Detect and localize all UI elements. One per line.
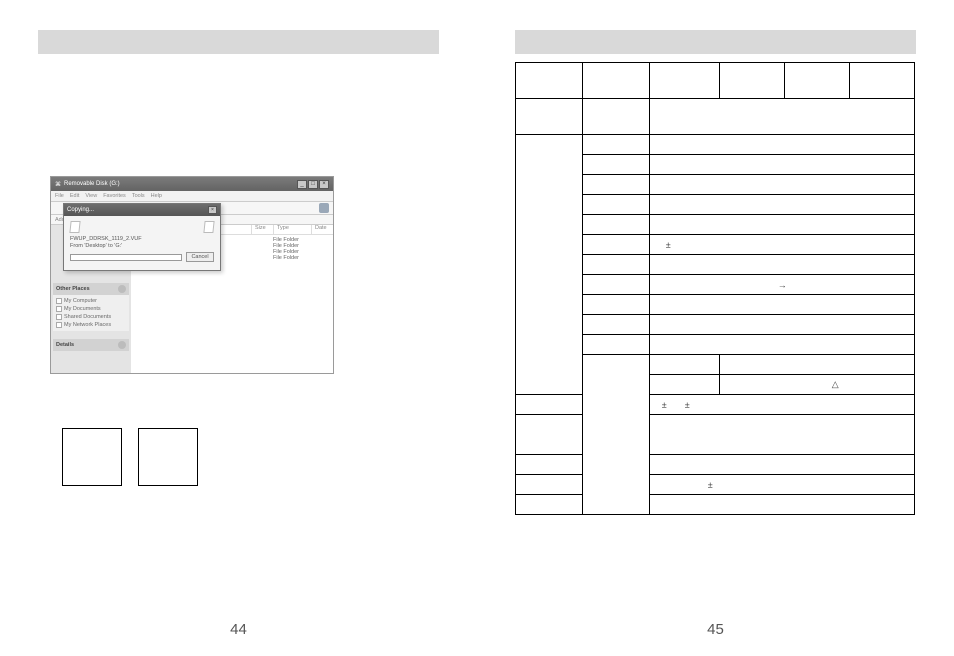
other-places-label: Other Places: [56, 286, 90, 292]
copy-filename: FWUP_DDRSK_1119_2.VUF: [70, 236, 214, 243]
sidebar-item[interactable]: My Network Places: [56, 321, 126, 329]
cancel-button[interactable]: Cancel: [186, 252, 214, 262]
copy-animation: [70, 220, 214, 234]
progress-bar: [70, 254, 182, 261]
window-title: Removable Disk (G:): [64, 181, 120, 187]
right-header-bar: [515, 30, 916, 54]
computer-icon: [56, 298, 62, 304]
explorer-window: ⌘ Removable Disk (G:) _ □ × File Edit Vi…: [50, 176, 334, 374]
thumbnail-box: [62, 428, 122, 486]
other-places-header[interactable]: Other Places: [53, 283, 129, 295]
col-size[interactable]: Size: [251, 225, 273, 234]
go-icon[interactable]: [319, 203, 329, 213]
folder-icon: [56, 306, 62, 312]
sidebar-item[interactable]: My Computer: [56, 297, 126, 305]
page-number-right: 45: [707, 621, 724, 638]
page-number-left: 44: [230, 621, 247, 638]
network-icon: [56, 322, 62, 328]
page-left: ⌘ Removable Disk (G:) _ □ × File Edit Vi…: [0, 0, 477, 656]
copy-dialog-body: FWUP_DDRSK_1119_2.VUF From 'Desktop' to …: [64, 216, 220, 266]
pm-glyph: ±: [654, 240, 671, 250]
copy-dialog: Copying... × FWUP_DDRSK_1119_2.VUF From …: [63, 203, 221, 271]
left-header-bar: [38, 30, 439, 54]
paper-icon: [203, 221, 214, 233]
chevron-icon: [118, 285, 126, 293]
paper-icon: [69, 221, 80, 233]
sidebar-item[interactable]: Shared Documents: [56, 313, 126, 321]
table-row: [516, 495, 915, 515]
drive-icon: ⌘: [55, 181, 61, 188]
thumbnail-boxes: [62, 428, 198, 486]
close-icon[interactable]: ×: [208, 206, 217, 214]
window-titlebar: ⌘ Removable Disk (G:) _ □ ×: [51, 177, 333, 191]
menu-file[interactable]: File: [55, 193, 64, 199]
col-type[interactable]: Type: [273, 225, 311, 234]
details-header[interactable]: Details: [53, 339, 129, 351]
table-row: ±: [516, 475, 915, 495]
details-label: Details: [56, 342, 74, 348]
menu-view[interactable]: View: [85, 193, 97, 199]
sidebar-item-label: My Network Places: [64, 322, 111, 328]
page-right: ± → △ ± ± ± 45: [477, 0, 954, 656]
page-spread: ⌘ Removable Disk (G:) _ □ × File Edit Vi…: [0, 0, 954, 656]
menu-help[interactable]: Help: [151, 193, 162, 199]
copy-from-to: From 'Desktop' to 'G:': [70, 243, 214, 250]
sidebar-item[interactable]: My Documents: [56, 305, 126, 313]
chevron-icon: [118, 341, 126, 349]
spec-table: ± → △ ± ± ±: [515, 62, 915, 515]
sidebar-item-label: My Computer: [64, 298, 97, 304]
pm-glyph: ±: [654, 480, 713, 490]
minimize-icon[interactable]: _: [297, 180, 307, 189]
menu-favorites[interactable]: Favorites: [103, 193, 126, 199]
table-row: [516, 99, 915, 135]
copy-dialog-titlebar: Copying... ×: [64, 204, 220, 216]
maximize-icon[interactable]: □: [308, 180, 318, 189]
table-row: [516, 415, 915, 455]
table-row: [516, 455, 915, 475]
table-row: ± ±: [516, 395, 915, 415]
sidebar-item-label: My Documents: [64, 306, 101, 312]
pm2-glyph: ± ±: [654, 400, 690, 410]
menu-bar: File Edit View Favorites Tools Help: [51, 191, 333, 202]
arrow-glyph: →: [654, 280, 787, 290]
triangle-glyph: △: [724, 379, 839, 389]
col-date[interactable]: Date: [311, 225, 333, 234]
window-controls: _ □ ×: [297, 180, 329, 189]
thumbnail-box: [138, 428, 198, 486]
menu-tools[interactable]: Tools: [132, 193, 145, 199]
close-icon[interactable]: ×: [319, 180, 329, 189]
table-row: [516, 135, 915, 155]
copy-dialog-title: Copying...: [67, 207, 94, 213]
folder-icon: [56, 314, 62, 320]
other-places-items: My Computer My Documents Shared Document…: [53, 295, 129, 331]
menu-edit[interactable]: Edit: [70, 193, 79, 199]
sidebar-item-label: Shared Documents: [64, 314, 111, 320]
table-row: [516, 63, 915, 99]
